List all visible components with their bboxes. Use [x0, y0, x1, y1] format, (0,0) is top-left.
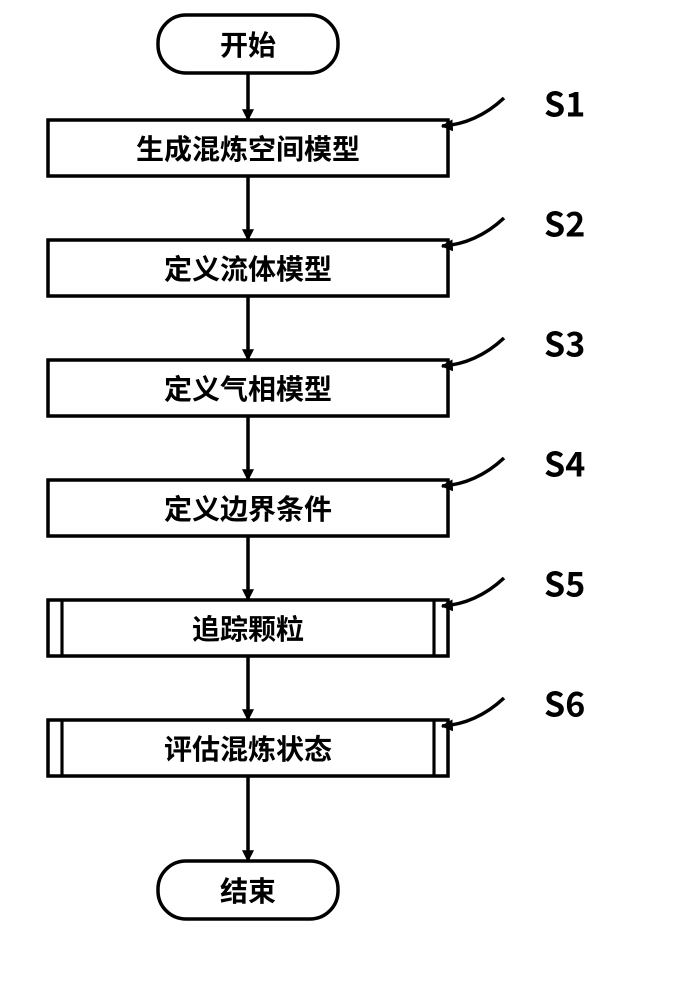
flowchart-container: 开始生成混炼空间模型 S1 定义流体模型 S2 定义气相模型 S3 定义边界条件 S4 追踪颗粒…: [0, 0, 680, 1000]
step-label: S1: [544, 78, 585, 127]
step-label: S2: [544, 198, 585, 247]
step-text: 定义边界条件: [164, 488, 332, 528]
terminal-end-label: 结束: [220, 870, 276, 910]
step-text: 定义气相模型: [164, 368, 332, 408]
step-label: S5: [544, 558, 585, 607]
step-text: 生成混炼空间模型: [136, 128, 360, 168]
step-text: 定义流体模型: [164, 248, 332, 288]
step-text: 评估混炼状态: [164, 728, 332, 768]
flowchart-svg: 开始生成混炼空间模型 S1 定义流体模型 S2 定义气相模型 S3 定义边界条件 S4 追踪颗粒…: [0, 0, 680, 1000]
step-label: S3: [544, 318, 585, 367]
terminal-start-label: 开始: [220, 24, 276, 64]
step-label: S6: [544, 678, 585, 727]
step-text: 追踪颗粒: [192, 608, 304, 648]
step-label: S4: [544, 438, 585, 487]
